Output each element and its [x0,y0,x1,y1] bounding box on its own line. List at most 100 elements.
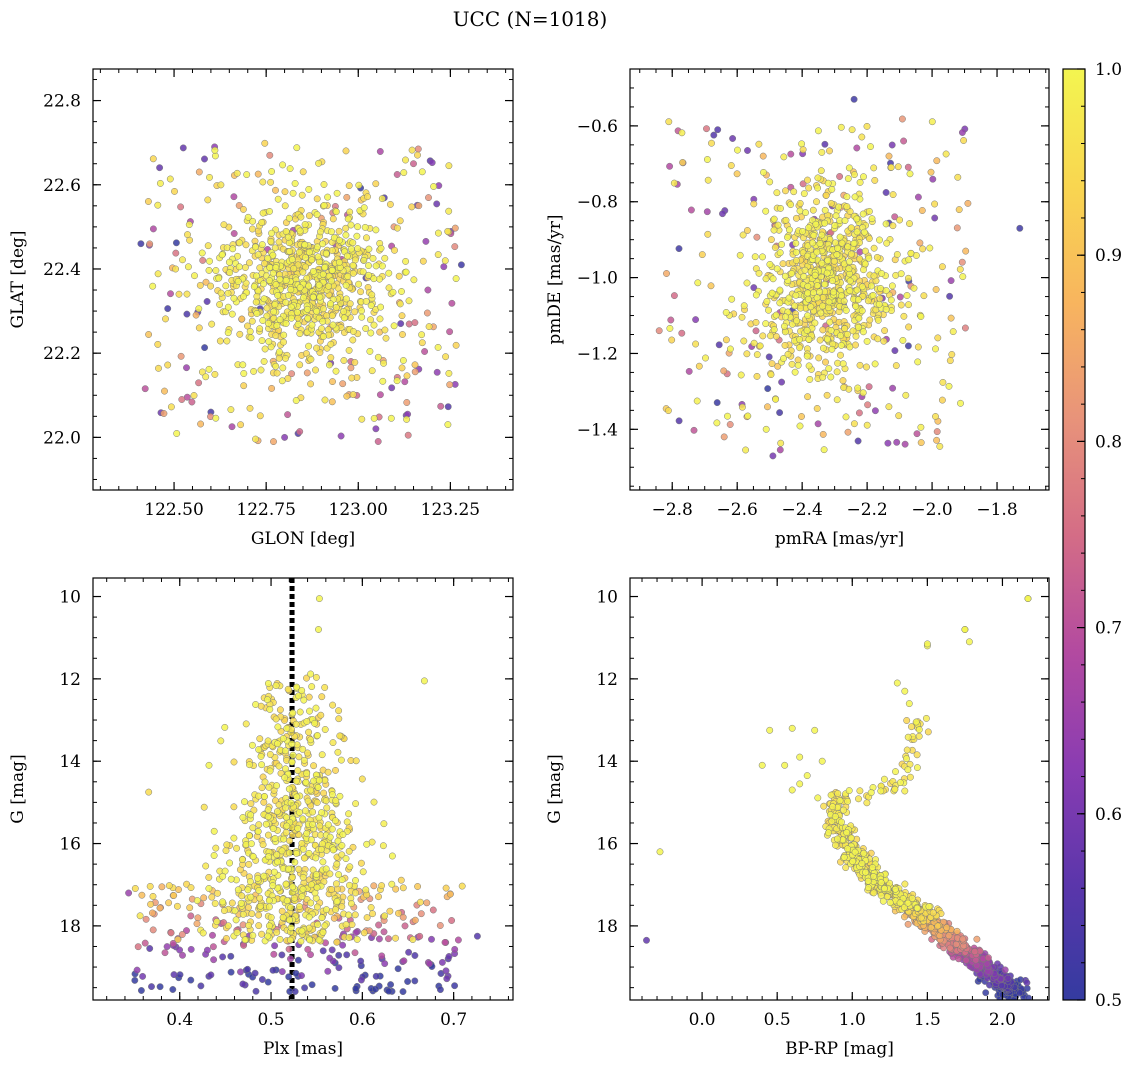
scatter-point [834,244,842,252]
scatter-point [303,369,311,377]
scatter-point [178,931,186,938]
scatter-point [437,402,445,410]
scatter-point [853,228,861,236]
scatter-point [319,858,327,866]
scatter-point [769,275,777,283]
scatter-point [448,917,456,924]
scatter-point [663,270,670,277]
scatter-point [250,283,258,291]
scatter-point [664,407,672,415]
scatter-point [305,248,313,256]
x-tick-label: 0.7 [440,1010,467,1030]
scatter-point [863,799,871,807]
scatter-point [278,377,286,385]
scatter-point [317,711,325,719]
scatter-point [379,377,387,385]
scatter-point [370,275,378,283]
scatter-point [321,922,329,930]
x-tick-label: −2.8 [652,500,693,520]
scatter-point [339,831,347,839]
scatter-point [303,718,311,725]
scatter-point [196,281,204,289]
scatter-point [428,935,435,943]
scatter-point [867,143,874,151]
scatter-point [820,446,828,454]
scatter-point [845,787,853,795]
y-tick-label: −0.6 [577,117,618,137]
scatter-point [368,367,376,375]
scatter-point [811,271,819,279]
scatter-point [961,324,969,332]
scatter-point [355,181,363,189]
scatter-point [863,421,871,429]
scatter-point [261,778,269,786]
scatter-point [337,756,345,764]
scatter-point [233,169,241,177]
scatter-point [322,249,330,257]
scatter-point [328,228,335,236]
scatter-point [821,280,829,288]
scatter-point [813,294,821,302]
scatter-point [287,799,295,807]
scatter-point [345,847,353,855]
scatter-point [793,317,801,325]
scatter-point [369,910,376,918]
scatter-point [262,820,270,828]
scatter-point [308,321,316,329]
scatter-point [199,929,207,937]
scatter-point [1004,974,1012,982]
scatter-point [845,164,853,172]
scatter-point [137,987,145,994]
scatter-point [952,940,960,948]
scatter-point [377,244,385,252]
scatter-point [292,777,300,785]
scatter-point [170,971,178,979]
scatter-point [724,412,731,420]
scatter-point [892,362,900,370]
scatter-point [400,957,408,965]
scatter-point [692,340,700,348]
scatter-point [222,935,230,942]
scatter-point [285,973,293,981]
scatter-point [258,219,266,226]
scatter-point [396,217,404,225]
scatter-point [263,312,271,320]
scatter-point [897,270,905,278]
scatter-point [179,256,186,264]
scatter-point [668,336,676,344]
scatter-point [274,291,282,299]
scatter-point [796,422,804,430]
scatter-point [286,916,294,924]
scatter-point [404,431,412,439]
scatter-point [448,299,456,307]
scatter-point [332,797,340,805]
scatter-point [897,301,905,309]
scatter-point [374,353,382,361]
scatter-point [281,774,289,782]
scatter-point [374,438,382,445]
scatter-point [256,412,264,420]
scatter-point [743,279,751,287]
scatter-point [319,318,327,325]
scatter-point [272,682,280,690]
scatter-point [914,193,922,201]
scatter-point [856,361,864,369]
scatter-point [149,225,157,233]
scatter-point [938,263,946,271]
scatter-point [254,251,262,259]
scatter-point [414,883,422,890]
scatter-point [675,245,683,253]
scatter-point [271,244,279,252]
scatter-point [685,367,693,375]
scatter-point [984,954,992,962]
scatter-point [278,847,286,855]
scatter-point [298,687,306,694]
scatter-point [336,792,344,800]
scatter-point [259,209,267,217]
scatter-point [417,910,425,918]
scatter-point [914,343,922,351]
scatter-point [312,854,320,862]
scatter-point [362,886,370,894]
scatter-point [250,367,258,375]
scatter-point [246,761,253,769]
